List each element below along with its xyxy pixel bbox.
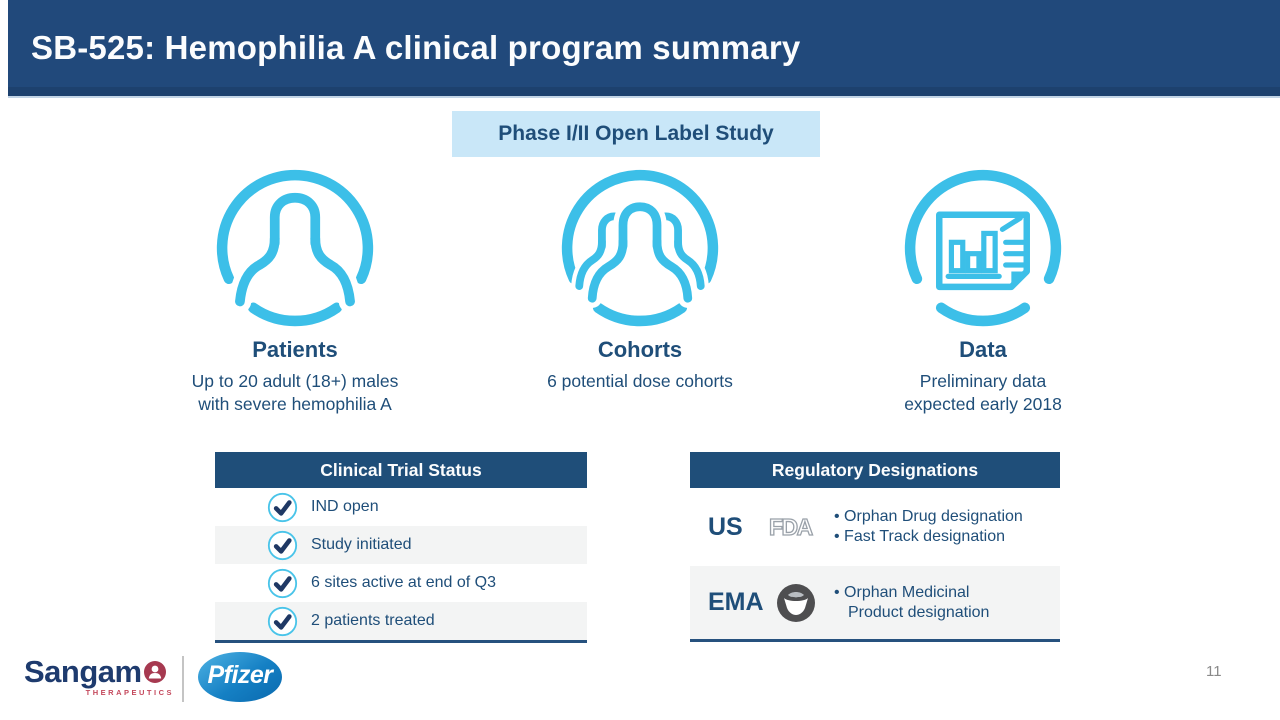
slide-title: SB-525: Hemophilia A clinical program su… [31, 29, 801, 66]
sangamo-wordmark-text: Sangam [24, 654, 142, 689]
feature-title: Patients [252, 337, 338, 362]
feature-title: Cohorts [597, 337, 683, 362]
status-label: IND open [311, 498, 379, 515]
phase-banner: Phase I/II Open Label Study [452, 111, 820, 157]
feature-description: 6 potential dose cohorts [547, 371, 733, 391]
fda-logo-text: FDA [769, 514, 813, 540]
clinical-trial-status-panel: Clinical Trial Status IND open Study ini… [215, 452, 587, 643]
fda-logo: FDA [768, 514, 824, 540]
feature-cohorts: Cohorts 6 potential dose cohorts [490, 167, 790, 393]
panel-title: Regulatory Designations [690, 452, 1060, 488]
feature-data: Data Preliminary data expected early 201… [833, 167, 1133, 416]
sangamo-logo: Sangam THERAPEUTICS [24, 654, 174, 697]
checkmark-icon [267, 492, 298, 523]
status-row: 2 patients treated [215, 602, 587, 640]
patient-icon [216, 169, 374, 327]
header-bar: SB-525: Hemophilia A clinical program su… [8, 0, 1280, 98]
feature-description: Preliminary data expected early 2018 [904, 371, 1062, 414]
checkmark-icon [267, 606, 298, 637]
regulatory-row-us: US FDA Orphan Drug designation Fast Trac… [690, 488, 1060, 566]
pfizer-logo: Pfizer [198, 652, 282, 702]
status-label: Study initiated [311, 536, 412, 553]
panel-title: Clinical Trial Status [215, 452, 587, 488]
data-icon [904, 169, 1062, 327]
status-label: 2 patients treated [311, 612, 435, 629]
ema-logo [768, 582, 824, 624]
bullet-item: Orphan Drug designation [834, 507, 1023, 527]
regulatory-designations-panel: Regulatory Designations US FDA Orphan Dr… [690, 452, 1060, 642]
feature-patients: Patients Up to 20 adult (18+) males with… [145, 167, 445, 416]
status-row: IND open [215, 488, 587, 526]
bullet-list: Orphan Medicinal Product designation [834, 583, 989, 623]
status-row: 6 sites active at end of Q3 [215, 564, 587, 602]
bullet-item: Orphan Medicinal Product designation [834, 583, 989, 623]
status-row: Study initiated [215, 526, 587, 564]
logo-divider [182, 656, 184, 702]
sangamo-tagline: THERAPEUTICS [85, 688, 174, 697]
regulatory-row-ema: EMA Orphan Medicinal Product designation [690, 566, 1060, 639]
region-label: EMA [708, 588, 764, 616]
bullet-item: Fast Track designation [834, 527, 1023, 547]
feature-title: Data [959, 337, 1007, 362]
page-number: 11 [1206, 663, 1222, 680]
checkmark-icon [267, 568, 298, 599]
status-label: 6 sites active at end of Q3 [311, 574, 496, 591]
feature-description: Up to 20 adult (18+) males with severe h… [191, 371, 399, 414]
pfizer-logo-text: Pfizer [207, 661, 273, 689]
checkmark-icon [267, 530, 298, 561]
region-label: US [708, 512, 743, 541]
cohorts-icon [561, 169, 719, 327]
sangamo-wordmark: Sangam [24, 654, 174, 689]
sangamo-person-icon [143, 659, 167, 689]
bullet-list: Orphan Drug designation Fast Track desig… [834, 507, 1023, 547]
